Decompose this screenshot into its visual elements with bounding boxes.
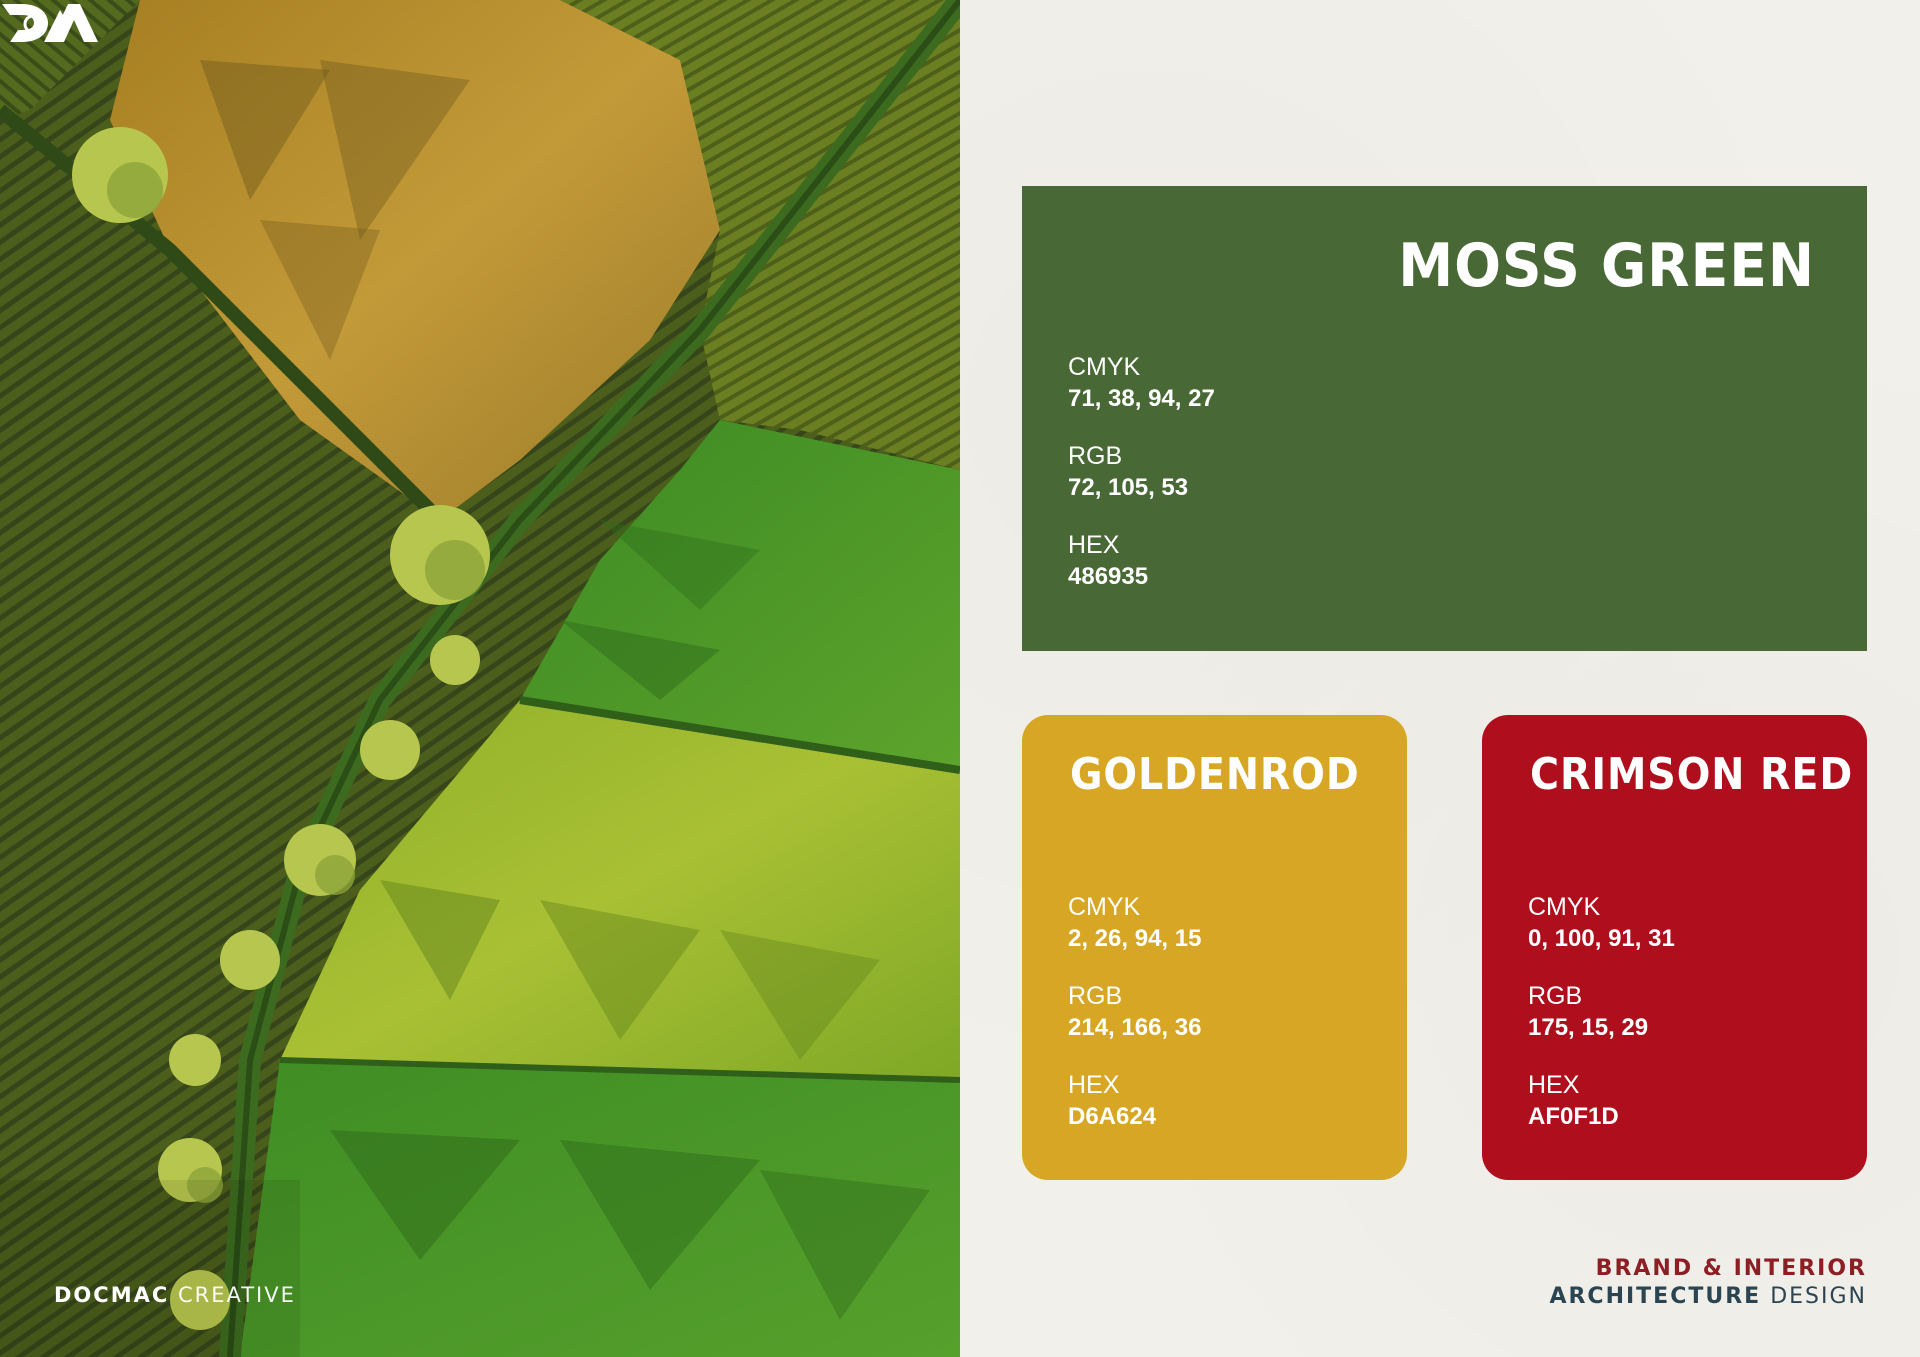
- spec-value: 2, 26, 94, 15: [1068, 925, 1202, 952]
- spec-label: CMYK: [1068, 353, 1141, 381]
- spec-label: HEX: [1528, 1071, 1580, 1099]
- color-card-moss-green: MOSS GREEN CMYK 71, 38, 94, 27 RGB 72, 1…: [1022, 186, 1867, 651]
- spec-cmyk: CMYK 0, 100, 91, 31: [1528, 891, 1675, 955]
- spec-value: AF0F1D: [1528, 1103, 1619, 1130]
- spec-label: RGB: [1068, 982, 1123, 1010]
- spec-label: CMYK: [1528, 893, 1601, 921]
- brand-name: DOCMAC CREATIVE: [54, 1283, 296, 1307]
- footer-line-1: BRAND & INTERIOR: [1595, 1256, 1867, 1281]
- spec-value: 486935: [1068, 563, 1149, 590]
- spec-rgb: RGB 214, 166, 36: [1068, 980, 1201, 1044]
- brand-name-light: CREATIVE: [177, 1283, 296, 1307]
- spec-value: 71, 38, 94, 27: [1068, 385, 1215, 412]
- spec-hex: HEX D6A624: [1068, 1069, 1201, 1133]
- spec-label: HEX: [1068, 531, 1120, 559]
- spec-cmyk: CMYK 2, 26, 94, 15: [1068, 891, 1201, 955]
- spec-label: HEX: [1068, 1071, 1120, 1099]
- spec-value: D6A624: [1068, 1103, 1157, 1130]
- color-card-crimson-red: CRIMSON RED CMYK 0, 100, 91, 31 RGB 175,…: [1482, 715, 1867, 1180]
- color-card-goldenrod: GOLDENROD CMYK 2, 26, 94, 15 RGB 214, 16…: [1022, 715, 1407, 1180]
- color-name: CRIMSON RED: [1530, 749, 1854, 800]
- footer-line-2-bold: ARCHITECTURE: [1549, 1284, 1762, 1309]
- spec-hex: HEX AF0F1D: [1528, 1069, 1675, 1133]
- color-specs: CMYK 71, 38, 94, 27 RGB 72, 105, 53 HEX …: [1068, 351, 1215, 618]
- farmland-illustration: [0, 0, 960, 1357]
- spec-cmyk: CMYK 71, 38, 94, 27: [1068, 351, 1215, 415]
- color-specs: CMYK 2, 26, 94, 15 RGB 214, 166, 36 HEX …: [1068, 891, 1201, 1158]
- aerial-farmland-photo: DOCMAC CREATIVE: [0, 0, 960, 1357]
- docmac-logo-icon: [2, 4, 98, 42]
- spec-value: 72, 105, 53: [1068, 474, 1189, 501]
- spec-rgb: RGB 175, 15, 29: [1528, 980, 1675, 1044]
- spec-hex: HEX 486935: [1068, 529, 1215, 593]
- color-name: GOLDENROD: [1070, 749, 1360, 800]
- spec-label: RGB: [1528, 982, 1583, 1010]
- footer-line-2: ARCHITECTURE DESIGN: [1549, 1283, 1867, 1311]
- color-specs: CMYK 0, 100, 91, 31 RGB 175, 15, 29 HEX …: [1528, 891, 1675, 1158]
- footer-line-2-light: DESIGN: [1770, 1284, 1867, 1309]
- spec-label: CMYK: [1068, 893, 1141, 921]
- brand-name-bold: DOCMAC: [54, 1283, 170, 1307]
- spec-label: RGB: [1068, 442, 1123, 470]
- spec-value: 0, 100, 91, 31: [1528, 925, 1675, 952]
- spec-rgb: RGB 72, 105, 53: [1068, 440, 1215, 504]
- spec-value: 175, 15, 29: [1528, 1014, 1649, 1041]
- spec-value: 214, 166, 36: [1068, 1014, 1202, 1041]
- footer-tagline: BRAND & INTERIOR ARCHITECTURE DESIGN: [1549, 1255, 1867, 1311]
- color-name: MOSS GREEN: [1398, 231, 1815, 301]
